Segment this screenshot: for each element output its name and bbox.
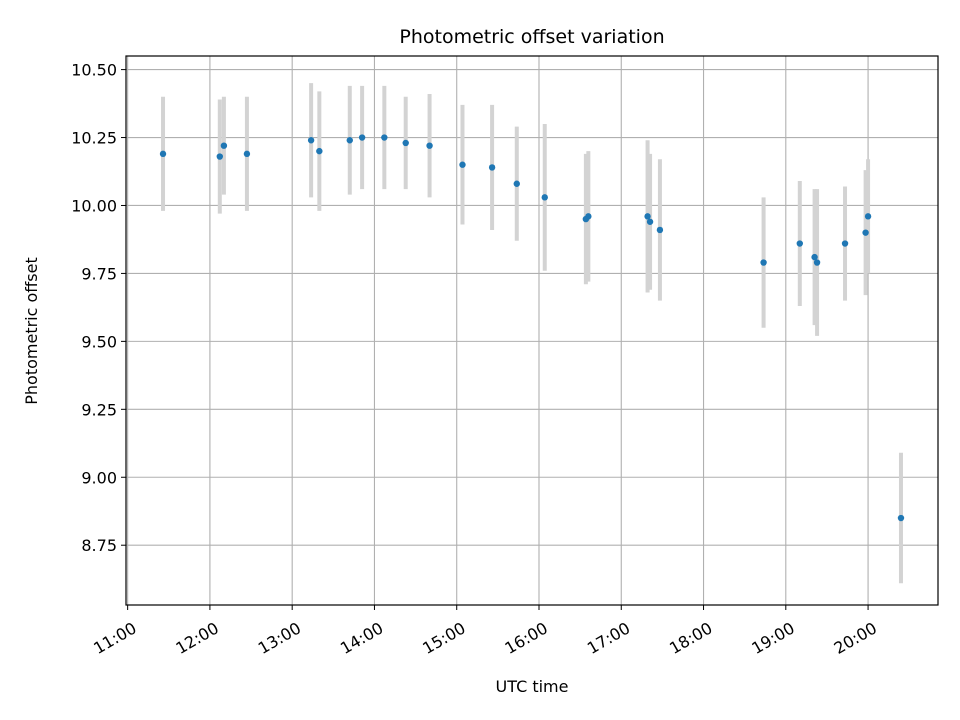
y-tick-label: 9.75: [81, 264, 117, 283]
data-point: [656, 226, 664, 234]
data-point: [760, 259, 767, 266]
data-point: [243, 150, 251, 158]
data-point: [513, 180, 520, 187]
y-tick-label: 10.50: [71, 61, 117, 80]
y-tick-label: 10.00: [71, 196, 117, 215]
data-point: [813, 259, 821, 266]
y-tick-label: 9.50: [81, 332, 117, 351]
data-point: [316, 147, 323, 155]
data-point: [358, 134, 366, 141]
data-point: [541, 194, 548, 201]
data-points: [159, 134, 905, 522]
data-point: [841, 240, 849, 247]
data-point: [220, 142, 228, 149]
data-point: [644, 213, 651, 220]
y-tick-label: 9.25: [81, 400, 117, 419]
data-point: [216, 153, 223, 160]
data-point: [897, 514, 905, 522]
data-point: [796, 240, 803, 247]
grid: [126, 56, 938, 605]
data-point: [488, 164, 496, 171]
data-point: [381, 134, 388, 141]
data-point: [585, 213, 592, 220]
y-axis-label: Photometric offset: [22, 257, 41, 405]
data-point: [862, 229, 869, 236]
x-axis-label: UTC time: [496, 677, 569, 696]
data-point: [346, 137, 353, 144]
y-tick-label: 8.75: [81, 536, 117, 555]
y-tick-label: 9.00: [81, 468, 117, 487]
y-tick-label: 10.25: [71, 129, 117, 148]
data-point: [159, 150, 167, 158]
data-point: [402, 139, 409, 147]
chart-title: Photometric offset variation: [399, 26, 664, 48]
data-point: [459, 161, 466, 168]
y-axis-ticks: 8.75 9.00 9.25 9.50 9.75 10.00 10.25 10.50: [71, 61, 126, 555]
plot-frame: [125, 55, 939, 606]
data-point: [426, 142, 433, 149]
data-point: [811, 253, 818, 261]
data-point: [864, 213, 872, 220]
data-point: [307, 137, 315, 144]
data-point: [646, 218, 654, 225]
